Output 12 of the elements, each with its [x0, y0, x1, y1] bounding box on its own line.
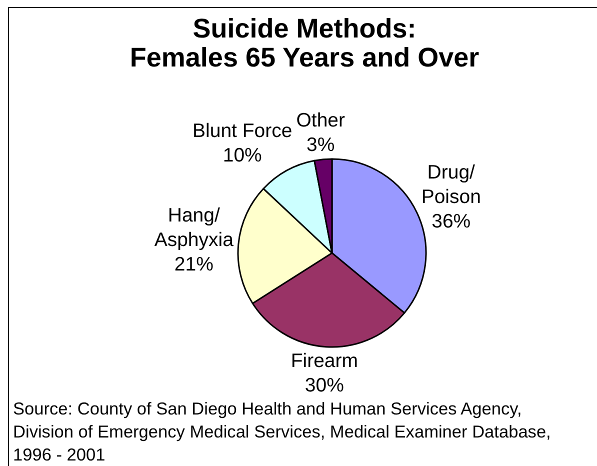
data-label: 3%	[306, 134, 335, 156]
data-label: 10%	[222, 144, 262, 166]
slice-label: Other	[296, 109, 346, 132]
data-label: 21%	[174, 253, 214, 276]
data-label: 30%	[304, 374, 344, 397]
data-label: 36%	[432, 210, 471, 232]
slice-label: Drug/Poison	[421, 161, 481, 208]
slice-label: Firearm	[290, 350, 358, 372]
slice-label: Hang/Asphyxia	[154, 204, 234, 251]
chart-title: Suicide Methods: Females 65 Years and Over	[130, 14, 480, 72]
slice-label: Blunt Force	[192, 120, 292, 142]
source-note: Source: County of San Diego Health and Human Services Agency, Division of Emergency Medical Services, Medical Examiner Database, 1996 - 2001	[13, 398, 551, 464]
